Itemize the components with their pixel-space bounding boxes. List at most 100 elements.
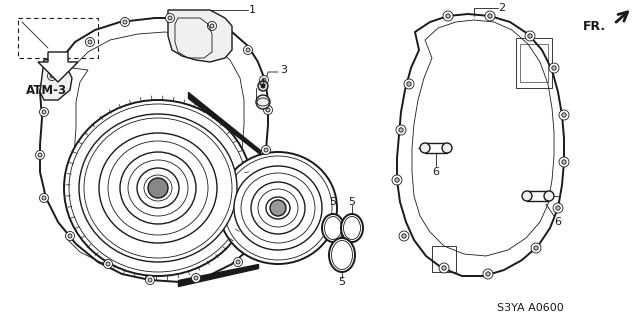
Text: 1: 1 xyxy=(248,5,255,15)
Circle shape xyxy=(47,71,56,80)
Text: 6: 6 xyxy=(433,167,440,177)
Circle shape xyxy=(402,234,406,238)
Circle shape xyxy=(552,66,556,70)
Circle shape xyxy=(556,206,560,210)
Circle shape xyxy=(258,81,268,91)
Circle shape xyxy=(266,186,270,190)
Circle shape xyxy=(148,178,168,198)
Circle shape xyxy=(166,13,175,23)
Ellipse shape xyxy=(219,152,337,264)
Circle shape xyxy=(420,143,430,153)
Circle shape xyxy=(395,178,399,182)
Circle shape xyxy=(534,246,538,250)
Text: ATM-3: ATM-3 xyxy=(26,84,67,97)
Ellipse shape xyxy=(234,166,322,250)
Circle shape xyxy=(259,76,269,85)
Circle shape xyxy=(145,276,154,285)
Circle shape xyxy=(86,38,95,47)
Circle shape xyxy=(40,194,49,203)
Circle shape xyxy=(194,276,198,280)
Circle shape xyxy=(549,63,559,73)
Circle shape xyxy=(266,108,270,112)
Text: 6: 6 xyxy=(554,217,561,227)
Circle shape xyxy=(168,16,172,20)
Circle shape xyxy=(50,74,54,78)
Text: 2: 2 xyxy=(499,3,506,13)
Polygon shape xyxy=(40,18,268,282)
Bar xyxy=(18,18,98,58)
Ellipse shape xyxy=(329,238,355,272)
Circle shape xyxy=(264,148,268,152)
Ellipse shape xyxy=(266,197,290,219)
Circle shape xyxy=(106,262,110,266)
Circle shape xyxy=(261,84,265,88)
Circle shape xyxy=(207,21,216,31)
Circle shape xyxy=(65,232,74,241)
Circle shape xyxy=(120,18,129,26)
Ellipse shape xyxy=(120,152,196,224)
Circle shape xyxy=(559,157,569,167)
Ellipse shape xyxy=(64,100,252,276)
Circle shape xyxy=(442,266,446,270)
Ellipse shape xyxy=(251,182,305,234)
Circle shape xyxy=(256,95,270,109)
Circle shape xyxy=(104,259,113,269)
Circle shape xyxy=(255,224,264,233)
Circle shape xyxy=(234,257,243,266)
Circle shape xyxy=(483,269,493,279)
Text: 4: 4 xyxy=(259,79,266,89)
Circle shape xyxy=(399,128,403,132)
Circle shape xyxy=(439,263,449,273)
Circle shape xyxy=(270,200,286,216)
Circle shape xyxy=(407,82,412,86)
Ellipse shape xyxy=(99,133,217,243)
Circle shape xyxy=(544,191,554,201)
Circle shape xyxy=(264,183,273,192)
Circle shape xyxy=(35,151,45,160)
Circle shape xyxy=(38,153,42,157)
Circle shape xyxy=(396,125,406,135)
Circle shape xyxy=(42,110,46,114)
Circle shape xyxy=(559,110,569,120)
Circle shape xyxy=(236,260,240,264)
Circle shape xyxy=(525,31,535,41)
Text: 5: 5 xyxy=(330,197,337,207)
Text: FR.: FR. xyxy=(583,19,606,33)
Circle shape xyxy=(191,273,200,283)
Polygon shape xyxy=(38,52,78,82)
Circle shape xyxy=(553,203,563,213)
Circle shape xyxy=(246,48,250,52)
Polygon shape xyxy=(168,10,232,62)
Circle shape xyxy=(562,113,566,117)
Circle shape xyxy=(442,143,452,153)
Circle shape xyxy=(258,226,262,230)
Circle shape xyxy=(399,231,409,241)
Polygon shape xyxy=(397,14,564,276)
Polygon shape xyxy=(40,58,72,100)
Circle shape xyxy=(210,24,214,28)
Circle shape xyxy=(404,79,414,89)
Circle shape xyxy=(264,106,273,115)
Circle shape xyxy=(488,14,492,18)
Ellipse shape xyxy=(341,214,363,242)
Circle shape xyxy=(522,191,532,201)
Circle shape xyxy=(531,243,541,253)
Circle shape xyxy=(262,78,266,82)
Circle shape xyxy=(446,14,450,18)
Ellipse shape xyxy=(79,114,237,262)
Circle shape xyxy=(40,108,49,116)
Circle shape xyxy=(68,234,72,238)
Ellipse shape xyxy=(322,214,344,242)
Circle shape xyxy=(528,34,532,38)
Circle shape xyxy=(262,145,271,154)
Text: 5: 5 xyxy=(339,277,346,287)
Circle shape xyxy=(88,40,92,44)
Circle shape xyxy=(486,272,490,276)
Circle shape xyxy=(148,278,152,282)
Ellipse shape xyxy=(137,168,179,208)
Circle shape xyxy=(392,175,402,185)
Text: 5: 5 xyxy=(349,197,355,207)
Circle shape xyxy=(123,20,127,24)
Text: S3YA A0600: S3YA A0600 xyxy=(497,303,563,313)
Text: 3: 3 xyxy=(280,65,287,75)
